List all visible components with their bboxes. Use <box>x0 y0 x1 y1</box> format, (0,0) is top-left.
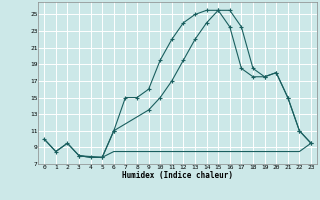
X-axis label: Humidex (Indice chaleur): Humidex (Indice chaleur) <box>122 171 233 180</box>
